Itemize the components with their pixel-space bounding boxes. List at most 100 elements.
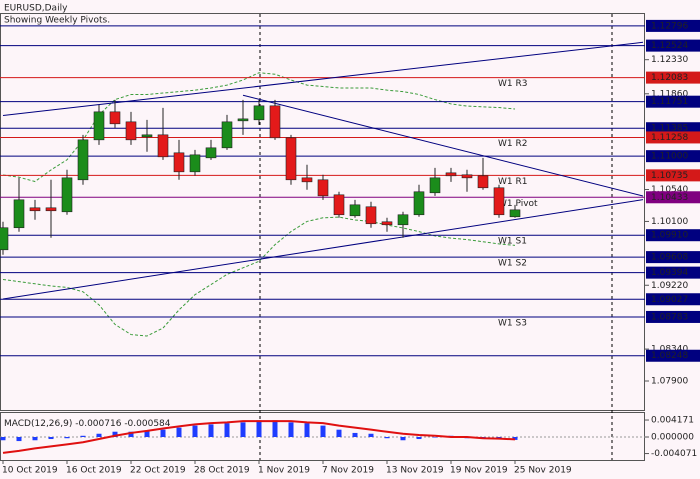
level-name: W1 Pivot [498, 199, 538, 209]
macd-bar [400, 437, 406, 441]
level-name: W1 R1 [498, 177, 527, 187]
candle-body [0, 227, 9, 251]
level-box [646, 131, 700, 144]
level-label: 1.11000 [651, 152, 688, 162]
macd-histogram-value: -0.000716 [75, 419, 121, 429]
trend-line [2, 41, 644, 117]
level-label: 1.12524 [651, 41, 688, 51]
level-box [646, 251, 700, 264]
level-label: 1.08248 [651, 351, 688, 361]
candle-body [109, 111, 121, 125]
level-box [646, 95, 700, 108]
price-axis: 1.12330 1.11860 1.10540 1.10100 1.09220 1.083… [645, 19, 700, 459]
level-label: 1.11385 [651, 124, 688, 134]
level-box [646, 349, 700, 362]
candle-body [349, 204, 361, 217]
candle-body [157, 134, 169, 158]
level-label: 1.11258 [651, 133, 688, 143]
macd-bar [240, 422, 246, 437]
candle-body [461, 174, 473, 179]
level-name: W1 R2 [498, 139, 527, 149]
level-box [646, 150, 700, 163]
candle-body [45, 207, 57, 212]
macd-tick-label: -0.004071 [651, 449, 697, 459]
candle-body [237, 118, 249, 122]
macd-bar [416, 437, 422, 440]
macd-bar [64, 437, 70, 439]
candle-body [253, 105, 265, 121]
macd-bar [112, 431, 118, 437]
level-label: 1.11751 [651, 97, 688, 107]
candle-body [77, 139, 89, 181]
y-tick-label: 1.08340 [651, 345, 688, 355]
x-tick-label: 19 Nov 2019 [450, 466, 508, 476]
macd-signal [2, 420, 516, 454]
x-tick-label: 10 Oct 2019 [2, 466, 58, 476]
level-name: W1 S2 [498, 259, 527, 269]
macd-bar [320, 425, 326, 437]
macd-bar [432, 437, 438, 438]
candle-body [141, 134, 153, 138]
macd-tick-label: 0.004171 [651, 416, 694, 426]
macd-bar [352, 432, 358, 437]
macd-bar [128, 431, 134, 437]
level-box [646, 169, 700, 182]
candle-body [509, 209, 521, 218]
candle-body [493, 187, 505, 216]
level-name: W1 S1 [498, 237, 527, 247]
macd-signal-value: -0.000584 [124, 419, 170, 429]
price-plot: W1 R3 W1 R2 W1 R1 W1 Pivot W1 S1 W1 S2 W1 S3 [0, 25, 645, 357]
x-tick-label: 25 Nov 2019 [514, 466, 572, 476]
x-tick-label: 16 Oct 2019 [66, 466, 122, 476]
macd-bar [224, 423, 230, 437]
y-tick-label: 1.10100 [651, 217, 688, 227]
x-tick-label: 1 Nov 2019 [258, 466, 310, 476]
macd-bar [336, 429, 342, 437]
y-tick-label: 1.12330 [651, 55, 688, 65]
candle-body [189, 154, 201, 173]
y-tick-label: 1.07900 [651, 376, 688, 386]
x-tick-label: 22 Oct 2019 [130, 466, 186, 476]
candle-body [477, 175, 489, 189]
macd-name: MACD(12,26,9) [4, 419, 72, 429]
level-box [646, 266, 700, 279]
macd-bar [288, 422, 294, 437]
candle-body [61, 177, 73, 213]
level-label: 1.09394 [651, 268, 688, 278]
level-box [646, 71, 700, 84]
band-line [2, 216, 516, 337]
level-label: 1.09027 [651, 295, 688, 305]
y-tick-label: 1.11860 [651, 89, 688, 99]
candle-body [397, 214, 409, 226]
candle-body [413, 191, 425, 216]
macd-bar [48, 437, 54, 440]
level-box [646, 310, 700, 323]
candle-body [301, 177, 313, 183]
x-tick-label: 28 Oct 2019 [194, 466, 250, 476]
chart-title: EURUSD,Daily [4, 4, 68, 14]
level-box [646, 229, 700, 242]
candle-body [429, 177, 441, 194]
level-box [646, 122, 700, 135]
candle-body [221, 121, 233, 149]
x-tick-label: 7 Nov 2019 [322, 466, 374, 476]
level-label: 1.09608 [651, 253, 688, 263]
macd-bar [144, 430, 150, 437]
macd-bar [208, 424, 214, 437]
candle-body [13, 199, 25, 229]
macd-bar [96, 433, 102, 437]
macd-title: MACD(12,26,9) -0.000716 -0.000584 [4, 419, 171, 429]
level-box [646, 39, 700, 52]
main-frame [0, 13, 645, 411]
y-tick-label: 1.09220 [651, 281, 688, 291]
level-label: 1.12796 [651, 21, 688, 31]
macd-bar [32, 437, 38, 441]
macd-bar [384, 437, 390, 439]
level-name: W1 S3 [498, 318, 527, 328]
macd-bar [80, 435, 86, 437]
level-label: 1.08783 [651, 312, 688, 322]
level-box [646, 19, 700, 32]
trend-line [2, 199, 644, 300]
